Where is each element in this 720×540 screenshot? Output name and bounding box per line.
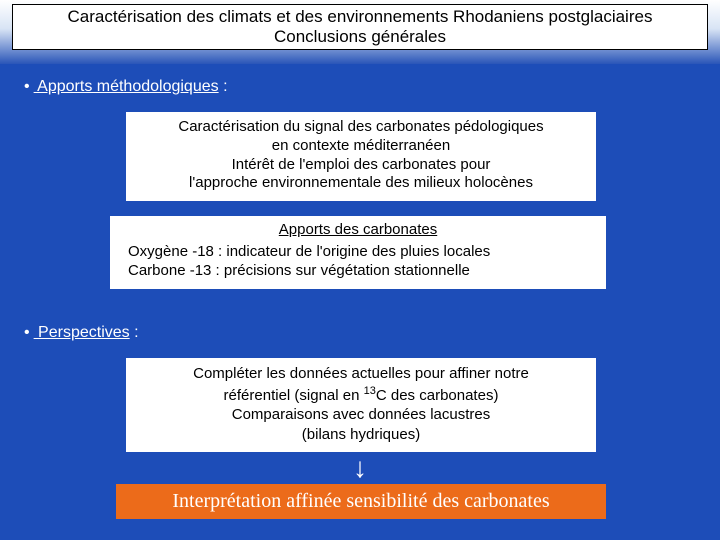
section-heading-perspectives: • Perspectives : [24, 324, 139, 342]
text-line: (bilans hydriques) [136, 425, 586, 445]
content-box-apports: Apports des carbonates Oxygène -18 : ind… [110, 216, 606, 289]
text-line: Intérêt de l'emploi des carbonates pour [136, 156, 586, 175]
section-label-text: Apports méthodologiques [34, 78, 219, 95]
title-line-2: Conclusions générales [17, 27, 703, 47]
section-label-text: Perspectives [34, 324, 130, 341]
section-colon: : [219, 78, 228, 95]
title-box: Caractérisation des climats et des envir… [12, 4, 708, 50]
text-line: Comparaisons avec données lacustres [136, 405, 586, 425]
slide-body: • Apports méthodologiques : Caractérisat… [0, 64, 720, 540]
text-line: en contexte méditerranéen [136, 137, 586, 156]
sub-heading: Apports des carbonates [120, 220, 596, 240]
section-colon: : [130, 324, 139, 341]
text-line: Caractérisation du signal des carbonates… [136, 118, 586, 137]
conclusion-text: Interprétation affinée sensibilité des c… [172, 490, 549, 512]
arrow-down-icon: ↓ [0, 452, 720, 484]
text-fragment: référentiel (signal en [224, 387, 364, 404]
text-line: l'approche environnementale des milieux … [136, 174, 586, 193]
superscript-13: 13 [364, 385, 376, 397]
text-line: référentiel (signal en 13C des carbonate… [136, 384, 586, 406]
text-line: Carbone -13 : précisions sur végétation … [128, 261, 596, 281]
conclusion-highlight-box: Interprétation affinée sensibilité des c… [116, 484, 606, 519]
bullet-icon: • [24, 324, 30, 341]
text-fragment: C des carbonates) [376, 387, 499, 404]
title-line-1: Caractérisation des climats et des envir… [17, 7, 703, 27]
section-heading-methods: • Apports méthodologiques : [24, 78, 228, 96]
content-box-characterisation: Caractérisation du signal des carbonates… [126, 112, 596, 201]
bullet-icon: • [24, 78, 30, 95]
text-line: Compléter les données actuelles pour aff… [136, 364, 586, 384]
slide: Caractérisation des climats et des envir… [0, 0, 720, 540]
text-line: Oxygène -18 : indicateur de l'origine de… [128, 242, 596, 262]
content-box-perspectives: Compléter les données actuelles pour aff… [126, 358, 596, 452]
